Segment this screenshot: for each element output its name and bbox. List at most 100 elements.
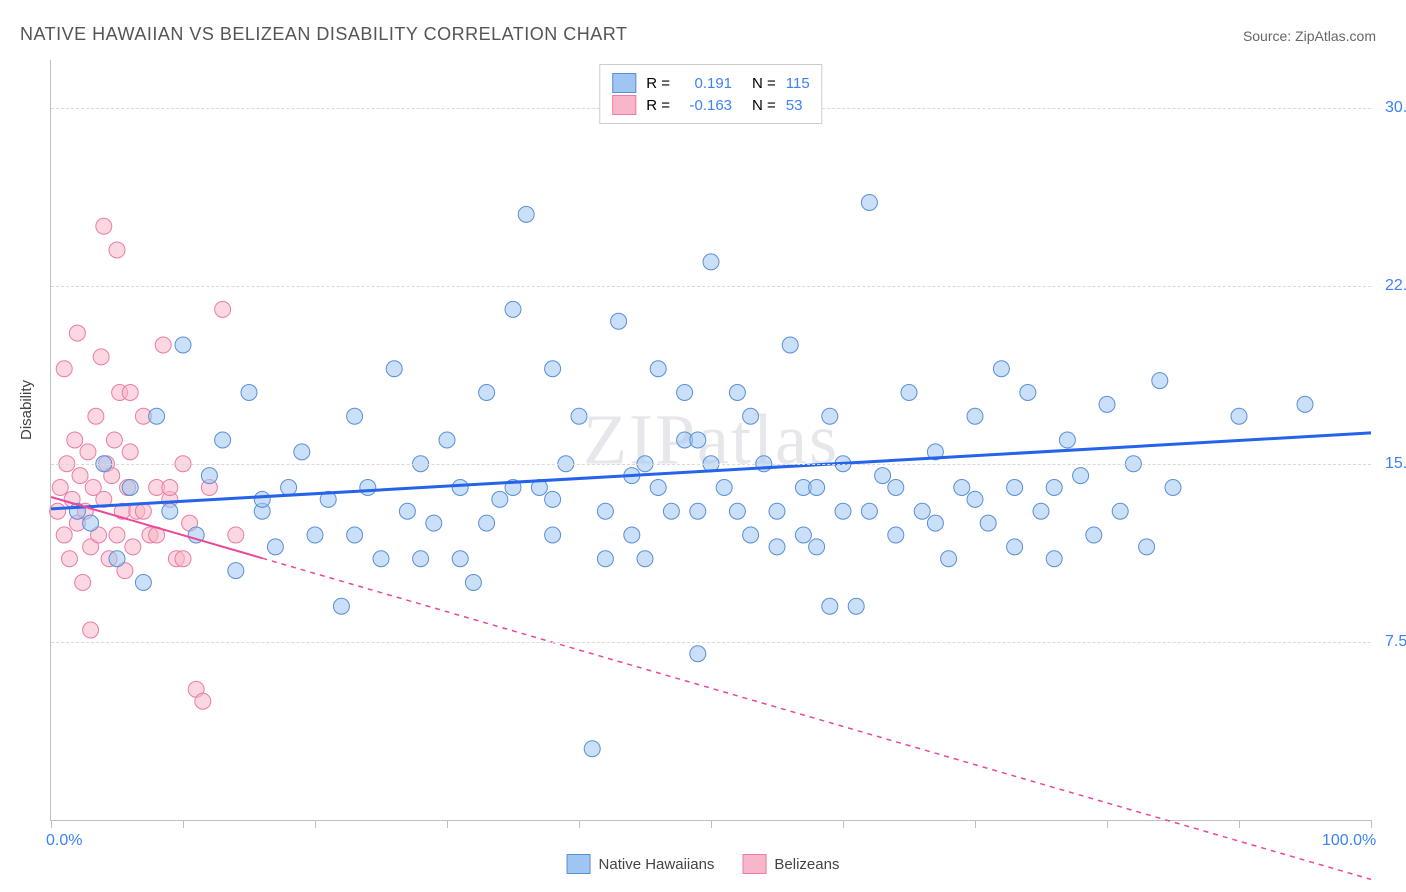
correlation-legend: R = 0.191 N = 115 R = -0.163 N = 53	[599, 64, 822, 124]
data-point	[80, 444, 96, 460]
x-tick	[51, 820, 52, 828]
data-point	[571, 408, 587, 424]
x-tick	[975, 820, 976, 828]
gridline-h: 22.5%	[51, 286, 1371, 287]
data-point	[479, 515, 495, 531]
data-point	[1165, 480, 1181, 496]
r-value-belizean: -0.163	[680, 97, 732, 114]
data-point	[690, 503, 706, 519]
data-point	[980, 515, 996, 531]
y-axis-title: Disability	[18, 380, 35, 440]
r-label: R =	[646, 97, 670, 114]
chart-svg	[51, 60, 1371, 820]
n-value-belizean: 53	[786, 97, 803, 114]
data-point	[1139, 539, 1155, 555]
data-point	[72, 468, 88, 484]
data-point	[135, 575, 151, 591]
data-point	[241, 385, 257, 401]
data-point	[122, 385, 138, 401]
data-point	[386, 361, 402, 377]
legend-row-hawaiian: R = 0.191 N = 115	[612, 73, 809, 93]
data-point	[360, 480, 376, 496]
data-point	[413, 551, 429, 567]
data-point	[505, 301, 521, 317]
data-point	[822, 408, 838, 424]
data-point	[1099, 396, 1115, 412]
data-point	[729, 503, 745, 519]
y-tick-label: 22.5%	[1377, 277, 1406, 295]
data-point	[347, 408, 363, 424]
data-point	[307, 527, 323, 543]
data-point	[135, 503, 151, 519]
data-point	[254, 491, 270, 507]
chart-container: NATIVE HAWAIIAN VS BELIZEAN DISABILITY C…	[0, 0, 1406, 892]
swatch-hawaiian-bottom	[567, 854, 591, 874]
data-point	[861, 503, 877, 519]
data-point	[215, 301, 231, 317]
data-point	[162, 503, 178, 519]
x-tick	[447, 820, 448, 828]
data-point	[941, 551, 957, 567]
data-point	[848, 598, 864, 614]
swatch-belizean-bottom	[742, 854, 766, 874]
data-point	[88, 408, 104, 424]
data-point	[1007, 480, 1023, 496]
data-point	[795, 527, 811, 543]
data-point	[294, 444, 310, 460]
x-max-label: 100.0%	[1322, 832, 1376, 850]
data-point	[69, 325, 85, 341]
legend-label-belizean: Belizeans	[774, 856, 839, 873]
data-point	[518, 206, 534, 222]
y-tick-label: 15.0%	[1377, 455, 1406, 473]
n-label: N =	[752, 97, 776, 114]
data-point	[993, 361, 1009, 377]
data-point	[888, 527, 904, 543]
data-point	[452, 551, 468, 567]
data-point	[373, 551, 389, 567]
data-point	[75, 575, 91, 591]
legend-item-belizean: Belizeans	[742, 854, 839, 874]
legend-row-belizean: R = -0.163 N = 53	[612, 95, 809, 115]
data-point	[690, 646, 706, 662]
data-point	[149, 408, 165, 424]
data-point	[545, 361, 561, 377]
data-point	[1231, 408, 1247, 424]
data-point	[56, 361, 72, 377]
x-tick	[315, 820, 316, 828]
data-point	[743, 527, 759, 543]
data-point	[835, 503, 851, 519]
data-point	[1073, 468, 1089, 484]
data-point	[809, 480, 825, 496]
data-point	[1152, 373, 1168, 389]
swatch-hawaiian	[612, 73, 636, 93]
data-point	[663, 503, 679, 519]
trend-line	[262, 558, 1371, 879]
data-point	[914, 503, 930, 519]
data-point	[967, 408, 983, 424]
x-tick	[183, 820, 184, 828]
data-point	[624, 527, 640, 543]
data-point	[155, 337, 171, 353]
data-point	[122, 480, 138, 496]
data-point	[162, 480, 178, 496]
source-label: Source: ZipAtlas.com	[1243, 28, 1376, 44]
x-tick	[1371, 820, 1372, 828]
data-point	[96, 218, 112, 234]
data-point	[1046, 480, 1062, 496]
data-point	[782, 337, 798, 353]
data-point	[281, 480, 297, 496]
data-point	[650, 361, 666, 377]
data-point	[125, 539, 141, 555]
plot-area: ZIPatlas R = 0.191 N = 115 R = -0.163 N …	[50, 60, 1371, 821]
data-point	[83, 622, 99, 638]
data-point	[1059, 432, 1075, 448]
x-tick	[1239, 820, 1240, 828]
y-tick-label: 7.5%	[1377, 633, 1406, 651]
data-point	[875, 468, 891, 484]
data-point	[822, 598, 838, 614]
data-point	[452, 480, 468, 496]
data-point	[439, 432, 455, 448]
data-point	[545, 527, 561, 543]
data-point	[1033, 503, 1049, 519]
data-point	[93, 349, 109, 365]
